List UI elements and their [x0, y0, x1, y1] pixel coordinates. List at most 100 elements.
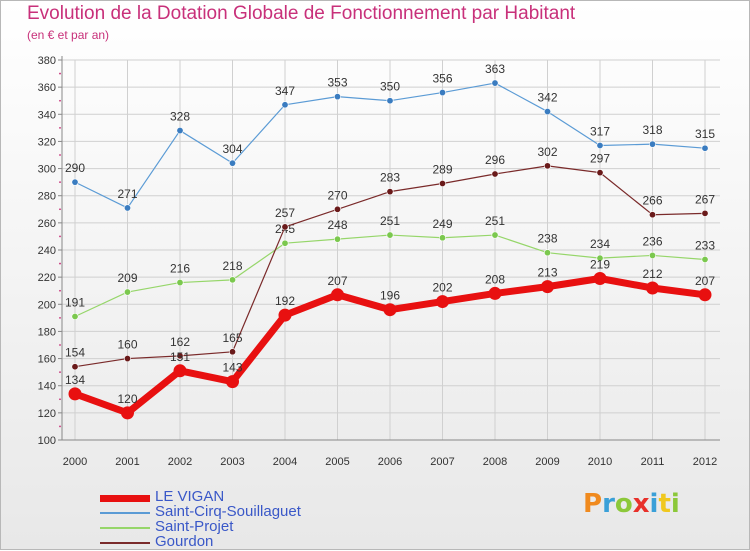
logo-letter: o [614, 489, 633, 519]
y-tick-label: 220 [38, 272, 56, 284]
data-point-gourdon [124, 355, 132, 363]
data-point-saint-cirq-souillaguet [229, 159, 237, 167]
data-label-saint-cirq-souillaguet: 363 [485, 62, 505, 76]
data-point-saint-cirq-souillaguet [281, 101, 289, 109]
data-label-gourdon: 283 [380, 171, 400, 185]
data-label-gourdon: 162 [170, 335, 190, 349]
data-point-gourdon [71, 363, 79, 371]
data-point-saint-projet [333, 235, 341, 243]
y-minor-tick [59, 126, 61, 129]
legend-swatch-saint-cirq-souillaguet [100, 512, 150, 514]
data-label-saint-projet: 251 [380, 214, 400, 228]
y-minor-tick [59, 398, 61, 401]
y-minor-tick [59, 371, 61, 374]
data-label-gourdon: 165 [222, 331, 242, 345]
data-label-saint-projet: 191 [65, 296, 85, 310]
data-point-gourdon [176, 352, 184, 360]
data-label-le-vigan: 208 [485, 272, 505, 286]
data-label-le-vigan: 192 [275, 294, 295, 308]
y-tick-label: 180 [38, 326, 56, 338]
data-point-saint-cirq-souillaguet [701, 144, 709, 152]
logo-letter: i [649, 489, 659, 519]
data-point-saint-projet [648, 251, 656, 259]
data-label-saint-projet: 236 [642, 234, 662, 248]
x-tick-label: 2009 [535, 456, 559, 468]
data-point-saint-cirq-souillaguet [438, 89, 446, 97]
data-label-saint-cirq-souillaguet: 328 [170, 110, 190, 124]
legend-label-saint-cirq-souillaguet: Saint-Cirq-Souillaguet [155, 503, 301, 520]
proxiti-logo: Proxiti [583, 489, 680, 519]
data-point-gourdon [701, 209, 709, 217]
data-point-gourdon [229, 348, 237, 356]
data-point-le-vigan [541, 280, 554, 294]
y-tick-label: 260 [38, 218, 56, 230]
data-label-le-vigan: 219 [590, 258, 610, 272]
y-minor-tick [59, 154, 61, 156]
data-point-gourdon [491, 170, 499, 178]
data-label-gourdon: 257 [275, 206, 295, 220]
data-label-saint-projet: 248 [327, 218, 347, 232]
data-label-le-vigan: 151 [170, 350, 190, 364]
data-point-le-vigan [68, 387, 82, 401]
data-point-saint-projet [71, 312, 79, 320]
data-label-gourdon: 267 [695, 192, 715, 206]
data-label-le-vigan: 213 [537, 266, 557, 280]
x-tick-label: 2012 [693, 456, 717, 468]
logo-letter: t [658, 489, 671, 519]
data-point-le-vigan [698, 288, 712, 302]
data-label-le-vigan: 196 [380, 289, 400, 303]
legend-swatch-le-vigan [100, 494, 150, 502]
logo-letter: i [670, 489, 680, 519]
data-label-saint-cirq-souillaguet: 290 [65, 161, 85, 175]
x-tick-label: 2000 [63, 456, 87, 468]
y-minor-tick [59, 99, 61, 102]
data-point-saint-cirq-souillaguet [71, 178, 79, 186]
data-label-saint-projet: 218 [222, 259, 242, 273]
data-label-saint-cirq-souillaguet: 317 [590, 125, 610, 139]
data-point-gourdon [648, 211, 656, 219]
chart-subtitle: (en € et par an) [27, 28, 110, 42]
data-point-le-vigan [226, 375, 239, 389]
legend-swatch-saint-projet [100, 527, 150, 529]
data-label-saint-cirq-souillaguet: 315 [695, 127, 715, 141]
y-tick-label: 360 [38, 82, 56, 94]
legend-label-le-vigan: LE VIGAN [155, 488, 225, 505]
legend-label-gourdon: Gourdon [155, 533, 214, 550]
data-point-gourdon [386, 188, 394, 196]
data-point-saint-cirq-souillaguet [648, 140, 656, 148]
data-point-saint-projet [281, 239, 289, 247]
data-label-gourdon: 289 [432, 163, 452, 177]
data-point-le-vigan [646, 281, 659, 295]
y-minor-tick [59, 181, 61, 184]
data-label-gourdon: 160 [117, 338, 137, 352]
data-label-saint-cirq-souillaguet: 347 [275, 84, 295, 98]
data-label-le-vigan: 134 [65, 373, 85, 387]
data-point-le-vigan [436, 295, 449, 309]
chart-title: Evolution de la Dotation Globale de Fonc… [27, 3, 576, 24]
x-tick-label: 2003 [220, 456, 244, 468]
data-label-saint-cirq-souillaguet: 271 [117, 187, 137, 201]
data-label-gourdon: 296 [485, 153, 505, 167]
logo-letter: r [602, 489, 615, 519]
data-label-gourdon: 297 [590, 152, 610, 166]
data-point-saint-cirq-souillaguet [124, 204, 132, 212]
data-label-saint-cirq-souillaguet: 318 [642, 123, 662, 137]
data-point-saint-projet [543, 249, 551, 257]
y-tick-label: 280 [38, 191, 56, 203]
x-tick-label: 2011 [641, 456, 665, 468]
data-label-saint-projet: 216 [170, 262, 190, 276]
data-label-saint-projet: 238 [537, 232, 557, 246]
data-label-saint-projet: 234 [590, 237, 610, 251]
y-minor-tick [59, 208, 61, 211]
data-point-le-vigan [173, 364, 187, 378]
data-label-le-vigan: 120 [117, 392, 137, 406]
data-point-le-vigan [488, 286, 502, 300]
data-label-saint-projet: 251 [485, 214, 505, 228]
data-point-saint-projet [438, 234, 446, 242]
y-tick-label: 300 [38, 164, 56, 176]
logo-letter: P [583, 489, 603, 519]
data-label-gourdon: 302 [537, 145, 557, 159]
y-tick-label: 160 [38, 354, 56, 366]
x-tick-label: 2007 [430, 456, 454, 468]
